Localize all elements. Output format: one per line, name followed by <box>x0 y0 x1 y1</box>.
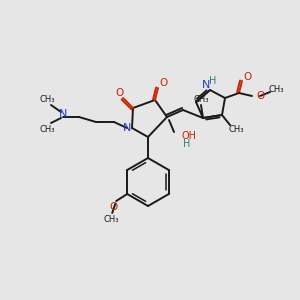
Text: O: O <box>115 88 123 98</box>
Text: O: O <box>243 72 251 82</box>
Text: CH₃: CH₃ <box>39 94 55 103</box>
Text: N: N <box>202 80 210 90</box>
Text: N: N <box>59 109 67 119</box>
Text: O: O <box>109 202 117 212</box>
Text: H: H <box>183 139 191 149</box>
Text: CH₃: CH₃ <box>268 85 284 94</box>
Text: CH₃: CH₃ <box>193 94 209 103</box>
Text: CH₃: CH₃ <box>39 124 55 134</box>
Text: O: O <box>256 91 264 101</box>
Text: CH₃: CH₃ <box>228 124 244 134</box>
Text: CH₃: CH₃ <box>103 215 119 224</box>
Text: N: N <box>123 123 131 133</box>
Text: OH: OH <box>181 131 196 141</box>
Text: O: O <box>159 78 167 88</box>
Text: H: H <box>209 76 217 86</box>
